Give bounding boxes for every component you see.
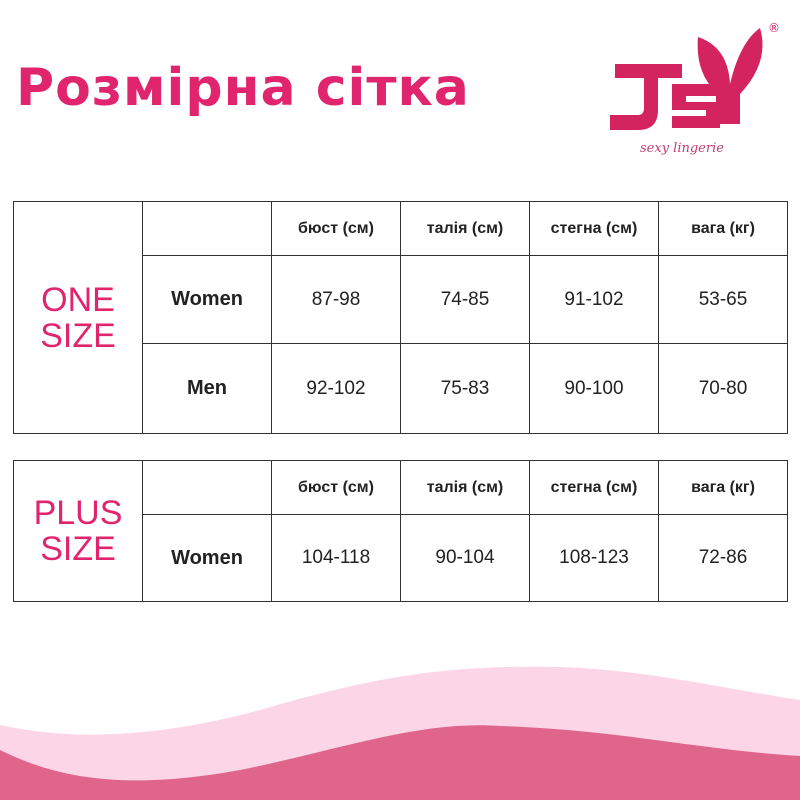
page-title: Розмірна сітка [16,58,470,118]
one-size-label: ONE SIZE [13,201,143,434]
table-row: Men 92-102 75-83 90-100 70-80 [14,343,788,434]
header-bust: бюст (см) [271,201,401,256]
one-size-table: ONE SIZE бюст (см) талія (см) стегна (см)… [13,201,788,434]
svg-text:sexy lingerie: sexy lingerie [640,141,724,156]
plus-size-table: PLUS SIZE бюст (см) талія (см) стегна (см… [13,460,788,602]
brand-logo: ® sexy lingerie [600,12,790,162]
header-weight: вага (кг) [658,201,788,256]
header-hips: стегна (см) [529,201,659,256]
plus-size-label: PLUS SIZE [13,460,143,602]
decorative-waves [0,666,800,800]
header-waist: талія (см) [400,201,530,256]
table-row: Women 104-118 90-104 108-123 72-86 [14,514,788,602]
table-row: Women 87-98 74-85 91-102 53-65 [14,255,788,344]
svg-text:®: ® [768,21,780,35]
wave-dark [0,725,800,800]
